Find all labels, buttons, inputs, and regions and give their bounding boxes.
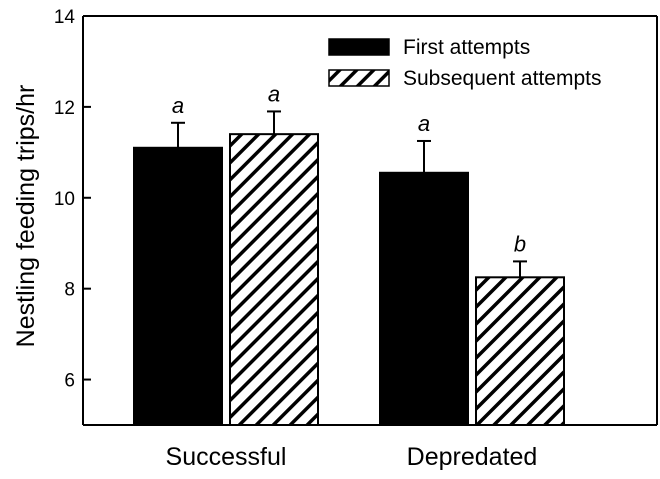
significance-label: a xyxy=(418,111,430,136)
y-tick-label: 14 xyxy=(54,7,76,28)
bar xyxy=(133,146,223,427)
y-tick-label: 12 xyxy=(54,98,75,119)
x-category-label: Depredated xyxy=(407,443,538,471)
bar xyxy=(475,276,565,426)
legend-label: Subsequent attempts xyxy=(403,67,601,90)
bar xyxy=(379,171,469,426)
legend-swatch xyxy=(328,69,390,87)
y-tick-label: 8 xyxy=(64,280,75,301)
x-category-label: Successful xyxy=(166,443,287,471)
y-tick-label: 10 xyxy=(54,189,75,210)
y-tick-label: 6 xyxy=(64,371,75,392)
legend-swatch xyxy=(328,38,390,56)
bar xyxy=(229,133,319,426)
significance-label: b xyxy=(514,231,526,256)
significance-label: a xyxy=(172,93,184,118)
legend-label: First attempts xyxy=(403,36,530,59)
significance-label: a xyxy=(268,81,280,106)
y-axis-title: Nestling feeding trips/hr xyxy=(12,85,40,348)
